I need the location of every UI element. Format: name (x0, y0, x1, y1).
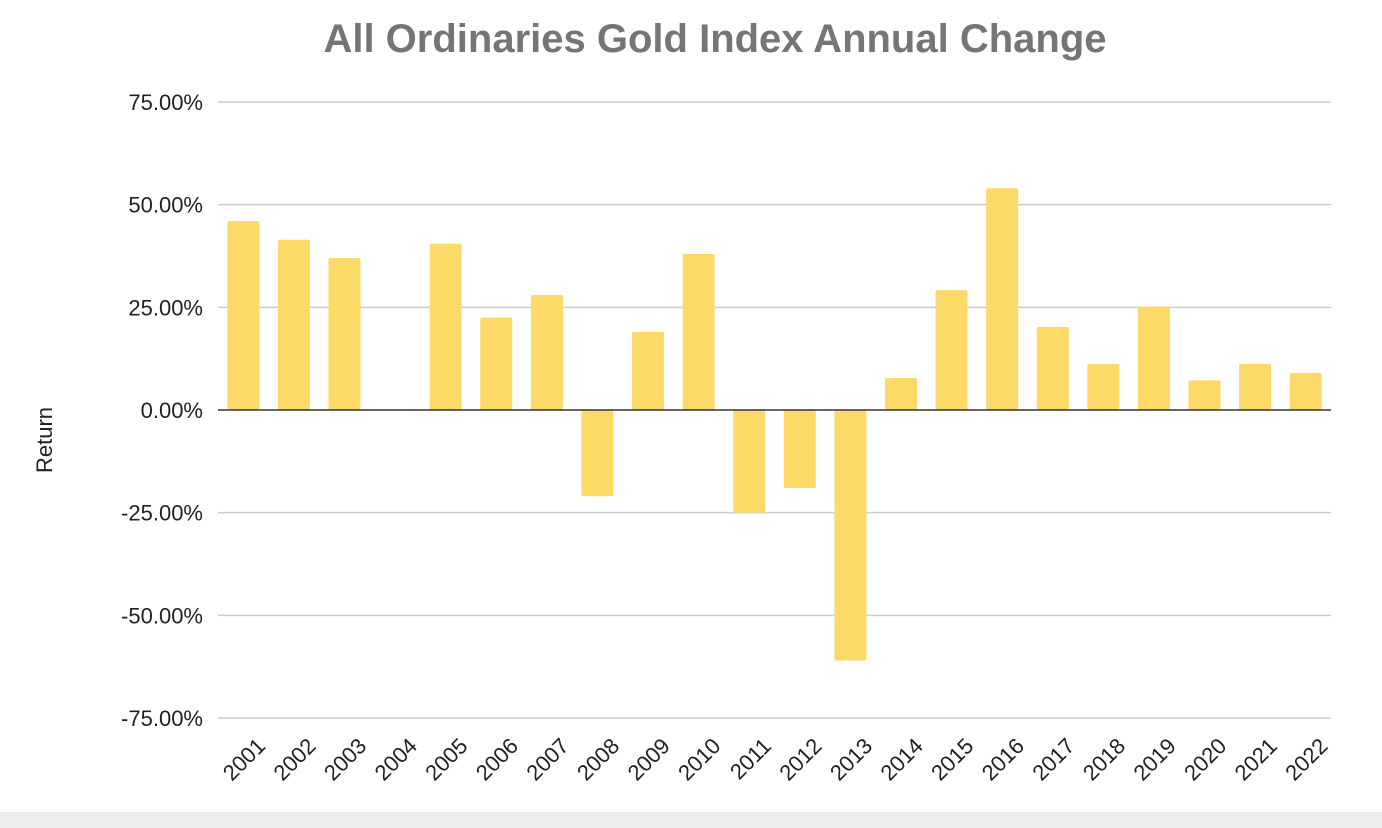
x-tick-label: 2015 (926, 733, 978, 785)
bar-2002 (277, 239, 310, 410)
bar-2010 (682, 253, 715, 410)
x-tick-label: 2005 (420, 733, 472, 785)
bar-2017 (1036, 327, 1069, 410)
bar-2006 (480, 317, 513, 410)
y-tick-label: 50.00% (128, 193, 203, 218)
x-tick-label: 2012 (774, 733, 826, 785)
bar-2018 (1087, 364, 1120, 410)
chart-title: All Ordinaries Gold Index Annual Change (323, 17, 1106, 61)
bar-2019 (1137, 306, 1170, 410)
y-tick-label: -50.00% (121, 603, 203, 628)
bar-2003 (328, 258, 361, 410)
bar-2021 (1239, 364, 1272, 410)
x-tick-label: 2019 (1128, 733, 1180, 785)
y-tick-label: 25.00% (128, 295, 203, 320)
bar-2007 (530, 295, 563, 410)
y-tick-label: 0.00% (141, 398, 203, 423)
bar-2005 (429, 243, 462, 410)
bar-2020 (1188, 380, 1221, 410)
x-tick-label: 2021 (1230, 733, 1282, 785)
x-tick-label: 2008 (572, 733, 624, 785)
x-tick-label: 2016 (977, 733, 1029, 785)
x-tick-label: 2017 (1027, 733, 1079, 785)
bottom-strip (0, 812, 1382, 828)
y-tick-label: -25.00% (121, 501, 203, 526)
x-tick-label: 2013 (825, 733, 877, 785)
y-axis-label: Return (32, 407, 57, 473)
x-tick-label: 2001 (218, 733, 270, 785)
y-tick-label: -75.00% (121, 706, 203, 731)
y-tick-label: 75.00% (128, 90, 203, 115)
bar-2011 (733, 410, 766, 513)
bar-2014 (884, 377, 917, 410)
gridlines (218, 101, 1331, 719)
bar-2015 (935, 290, 968, 410)
x-tick-label: 2020 (1179, 733, 1231, 785)
bar-2008 (581, 410, 614, 497)
bar-2012 (783, 410, 816, 489)
x-tick-label: 2009 (623, 733, 675, 785)
x-tick-label: 2006 (471, 733, 523, 785)
x-tick-label: 2004 (370, 733, 422, 785)
x-tick-label: 2014 (876, 733, 928, 785)
x-axis-ticks: 2001200220032004200520062007200820092010… (218, 733, 1333, 785)
x-tick-label: 2011 (725, 733, 776, 784)
x-tick-label: 2007 (521, 733, 573, 785)
x-tick-label: 2010 (673, 733, 725, 785)
bar-2013 (834, 410, 867, 661)
bar-2009 (632, 331, 665, 410)
x-tick-label: 2018 (1078, 733, 1130, 785)
bar-2001 (227, 221, 260, 410)
bar-2016 (986, 188, 1019, 410)
x-tick-label: 2002 (268, 733, 320, 785)
bar-2022 (1289, 373, 1322, 410)
y-axis-ticks: 75.00% 50.00% 25.00% 0.00% -25.00% -50.00% -75… (121, 90, 203, 731)
x-tick-label: 2003 (319, 733, 371, 785)
bars (227, 188, 1322, 661)
x-tick-label: 2022 (1280, 733, 1332, 785)
